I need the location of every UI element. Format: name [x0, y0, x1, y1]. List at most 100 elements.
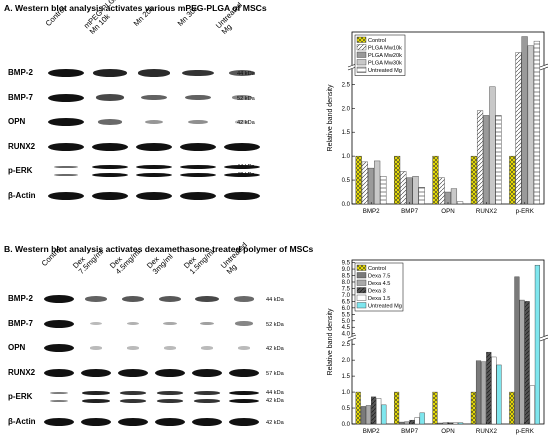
bar	[529, 385, 535, 425]
blot-band	[136, 142, 172, 151]
blot-band	[92, 142, 128, 151]
legend-swatch	[356, 36, 367, 43]
legend-swatch	[356, 287, 367, 294]
axis-break	[539, 334, 548, 339]
blot-band	[136, 191, 172, 200]
blot-band	[192, 368, 222, 377]
bar	[419, 412, 425, 425]
kda-label: 57 kDa	[266, 370, 284, 377]
legend-label: Dexa 4.5	[368, 281, 390, 287]
blot-band	[48, 142, 84, 151]
blot-band	[53, 165, 79, 169]
x-tick-label: BMP2	[363, 428, 380, 435]
blot-band	[44, 319, 74, 328]
y-tick-label: 0.5	[342, 406, 351, 412]
bar	[406, 177, 413, 205]
axis-break	[347, 63, 357, 68]
blot-band	[137, 69, 171, 77]
bar	[374, 160, 381, 205]
x-tick-label: RUNX2	[476, 428, 498, 435]
blot-band	[163, 321, 177, 326]
legend-swatch	[356, 51, 367, 58]
blot-row-label: BMP-2	[8, 68, 33, 77]
bar	[475, 360, 482, 425]
bar	[404, 421, 410, 425]
legend-label: Dexa 3	[368, 289, 386, 295]
blot-band	[164, 346, 176, 350]
y-tick-label: 4.0	[342, 332, 351, 338]
blot-band	[81, 417, 111, 426]
blot-row-label: β-Actin	[8, 416, 36, 426]
x-tick-label: p-ERK	[516, 428, 535, 435]
y-tick-label: 2.0	[342, 106, 351, 112]
bar	[495, 115, 502, 205]
blot-band	[48, 69, 84, 77]
y-tick-label: 8.0	[342, 280, 351, 286]
legend-label: Control	[368, 38, 386, 44]
blot-band	[155, 368, 185, 377]
y-tick-label: 5.5	[342, 312, 351, 318]
axis-break	[539, 66, 548, 71]
blot-row-label: p-ERK	[8, 392, 33, 401]
bar	[458, 422, 464, 425]
legend-label: PLGA Mw30k	[368, 61, 402, 67]
blot-band	[180, 165, 216, 169]
y-tick-label: 8.5	[342, 274, 351, 280]
blot-band	[156, 399, 184, 403]
blot-row-label: BMP-2	[8, 294, 33, 303]
bar	[418, 187, 425, 205]
blot-band	[238, 346, 250, 350]
x-tick-label: RUNX2	[476, 208, 498, 215]
y-tick-label: 9.0	[342, 267, 351, 273]
legend-swatch	[356, 302, 367, 309]
blot-band	[44, 368, 74, 377]
bar	[361, 161, 368, 205]
bar	[489, 86, 496, 205]
bar	[409, 419, 415, 425]
blot-band	[92, 191, 128, 200]
blot-band	[44, 417, 74, 426]
blot-band	[81, 391, 111, 395]
blot-band	[201, 346, 213, 350]
bar	[527, 45, 534, 205]
y-axis-label: Relative band density	[327, 84, 334, 151]
legend-swatch	[356, 44, 367, 51]
bar-chart-a: 0.0 0.5 1.0 1.5 2.0 2.5 Relative band density B…	[327, 31, 548, 215]
bar	[371, 396, 377, 425]
bar	[450, 188, 458, 205]
bar	[491, 356, 497, 425]
blot-band	[231, 95, 253, 100]
bar	[519, 299, 525, 425]
blot-band	[224, 142, 260, 151]
blot-row-label: OPN	[8, 117, 26, 126]
y-tick-label: 0.5	[342, 178, 351, 184]
bar	[447, 422, 453, 425]
legend-swatch	[356, 272, 367, 279]
blot-band	[49, 399, 69, 403]
y-tick-label: 7.5	[342, 286, 351, 292]
bar	[394, 391, 400, 425]
bar	[452, 422, 459, 425]
x-tick-label: p-ERK	[516, 208, 535, 215]
blot-band	[233, 296, 255, 302]
bar	[496, 364, 502, 425]
blot-band	[229, 417, 259, 426]
blot-band	[185, 94, 211, 101]
blot-band	[188, 119, 208, 125]
blot-band	[141, 94, 167, 101]
axis-break	[540, 65, 548, 69]
y-tick-label: 9.5	[342, 261, 351, 267]
blot-band	[224, 173, 260, 177]
blot-band	[199, 321, 215, 326]
panel-a-title: A. Western blot analysis activates vario…	[4, 3, 267, 13]
bar	[457, 201, 464, 205]
blot-band	[180, 142, 216, 151]
blot-band	[144, 119, 164, 125]
blot-band	[48, 191, 84, 200]
legend-label: Dexa 7.5	[368, 274, 390, 280]
blot-band	[229, 399, 259, 403]
bar	[381, 404, 387, 425]
bar	[481, 361, 487, 425]
axis-break	[347, 334, 357, 339]
